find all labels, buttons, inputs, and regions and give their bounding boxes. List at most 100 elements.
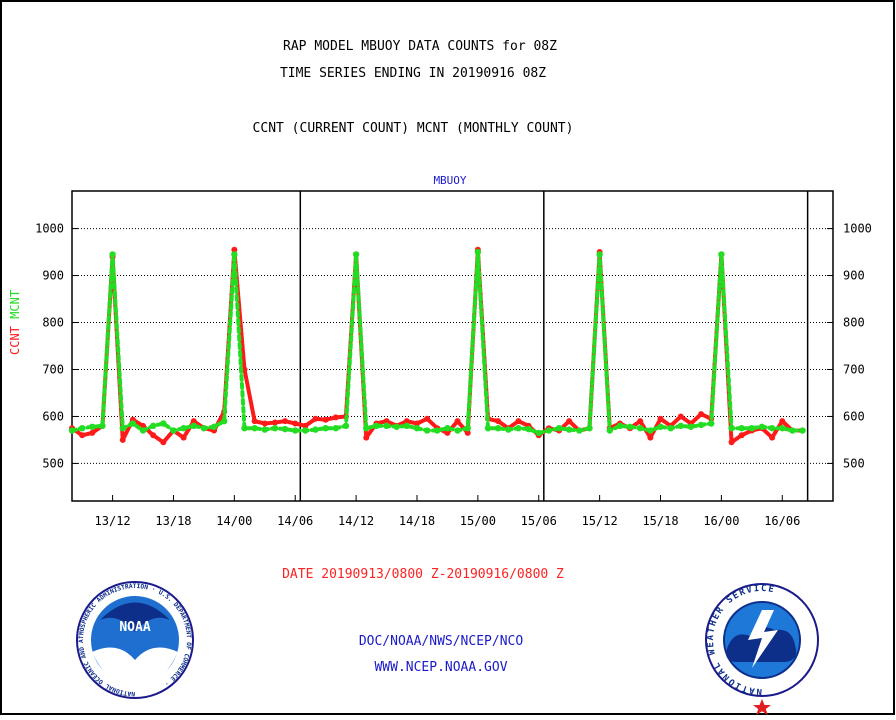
ccnt-point <box>261 420 268 427</box>
mcnt-point <box>484 424 492 432</box>
mcnt-point <box>565 426 573 433</box>
mcnt-point <box>322 424 329 432</box>
mcnt-point <box>363 424 370 432</box>
y-tick-label-right: 700 <box>843 362 865 376</box>
mcnt-point <box>109 251 116 258</box>
mcnt-point <box>758 423 766 430</box>
x-tick-label: 14/12 <box>338 514 374 528</box>
chart-title-line2: TIME SERIES ENDING IN 20190916 08Z <box>280 66 546 81</box>
mcnt-point <box>119 424 126 432</box>
ccnt-point <box>332 414 339 421</box>
mcnt-point <box>200 424 208 432</box>
ccnt-point <box>89 429 96 436</box>
mcnt-point <box>474 248 482 256</box>
ccnt-point <box>566 418 573 425</box>
mcnt-point <box>251 424 258 432</box>
mcnt-point <box>586 424 593 432</box>
x-tick-label: 13/18 <box>155 514 191 528</box>
y-tick-label: 500 <box>42 456 64 470</box>
mcnt-point <box>423 427 431 434</box>
ccnt-point <box>698 411 705 418</box>
ccnt-point <box>79 432 86 439</box>
ccnt-point <box>292 420 299 427</box>
mcnt-point <box>139 427 147 434</box>
x-tick-label: 14/06 <box>277 514 313 528</box>
mcnt-point <box>292 427 299 434</box>
ccnt-point <box>444 429 451 436</box>
mcnt-point <box>332 424 340 432</box>
mcnt-point <box>342 422 350 430</box>
x-tick-label: 16/06 <box>764 514 800 528</box>
x-tick-label: 15/12 <box>582 514 618 528</box>
noaa-logo: NOAA NATIONAL OCEANIC AND ATMOSPHERIC AD… <box>76 581 194 699</box>
mcnt-point <box>160 420 167 427</box>
ccnt-point <box>312 415 319 422</box>
mcnt-point <box>626 423 634 430</box>
mcnt-point <box>210 423 218 430</box>
ccnt-point <box>454 418 461 425</box>
ccnt-point <box>322 416 329 423</box>
mcnt-point <box>728 424 735 432</box>
ccnt-point <box>647 434 654 441</box>
mcnt-point <box>312 426 319 433</box>
mcnt-point <box>464 424 471 432</box>
mcnt-point <box>89 423 96 430</box>
y-tick-label-right: 600 <box>843 409 865 423</box>
mcnt-point <box>149 422 157 430</box>
ccnt-point <box>302 422 309 429</box>
ccnt-point <box>424 415 431 422</box>
plot-area <box>71 190 834 502</box>
mcnt-point <box>748 424 756 432</box>
ccnt-point <box>190 418 197 425</box>
series-layer <box>68 246 806 446</box>
mcnt-point <box>129 420 137 427</box>
mcnt-point <box>413 424 421 432</box>
y-axis-label: CCNT MCNT <box>8 290 22 355</box>
ccnt-point <box>738 432 745 439</box>
ccnt-point <box>403 418 410 425</box>
y-tick-label: 900 <box>42 269 64 283</box>
mcnt-point <box>515 424 522 432</box>
ccnt-point <box>495 418 502 425</box>
website-link[interactable]: WWW.NCEP.NOAA.GOV <box>374 660 507 675</box>
y-tick-label: 700 <box>42 362 64 376</box>
mcnt-point <box>190 422 197 430</box>
grid-layer <box>72 191 833 501</box>
ccnt-point <box>383 418 390 425</box>
mcnt-point <box>383 422 390 430</box>
mcnt-point <box>677 422 684 430</box>
mcnt-point <box>302 427 309 434</box>
y-tick-label-right: 1000 <box>843 222 872 236</box>
ccnt-point <box>271 419 278 426</box>
mcnt-point <box>799 427 806 434</box>
ccnt-point <box>251 418 258 425</box>
ccnt-point <box>160 439 167 446</box>
y-axis-label-mcnt: MCNT <box>8 290 22 319</box>
ccnt-point <box>150 432 157 439</box>
ccnt-point <box>180 434 187 441</box>
mcnt-point <box>241 424 248 432</box>
ccnt-point <box>637 418 644 425</box>
y-tick-label: 800 <box>42 316 64 330</box>
mcnt-point <box>373 422 380 430</box>
y-tick-label-right: 500 <box>843 456 865 470</box>
mcnt-point <box>261 426 268 433</box>
mcnt-point <box>271 424 279 432</box>
ccnt-point <box>464 429 471 436</box>
ccnt-point <box>282 418 289 425</box>
ccnt-point <box>119 436 126 443</box>
y-axis-label-ccnt: CCNT <box>8 326 22 355</box>
mcnt-point <box>606 427 613 434</box>
mcnt-point <box>616 422 624 430</box>
nws-logo: NATIONAL WEATHER SERVICE <box>705 583 819 715</box>
mcnt-point <box>718 251 725 258</box>
mcnt-point <box>535 429 542 437</box>
ccnt-point <box>413 420 420 427</box>
date-range-label: DATE 20190913/0800 Z-20190916/0800 Z <box>282 567 564 582</box>
mcnt-point <box>738 424 745 432</box>
x-tick-label: 16/00 <box>703 514 739 528</box>
axis-ticks: 500 500 600 600 700 700 800 800 900 900 1000 1000 13… <box>35 222 872 528</box>
plot-label: MBUOY <box>433 174 466 187</box>
noaa-logo-text: NOAA <box>119 620 150 635</box>
